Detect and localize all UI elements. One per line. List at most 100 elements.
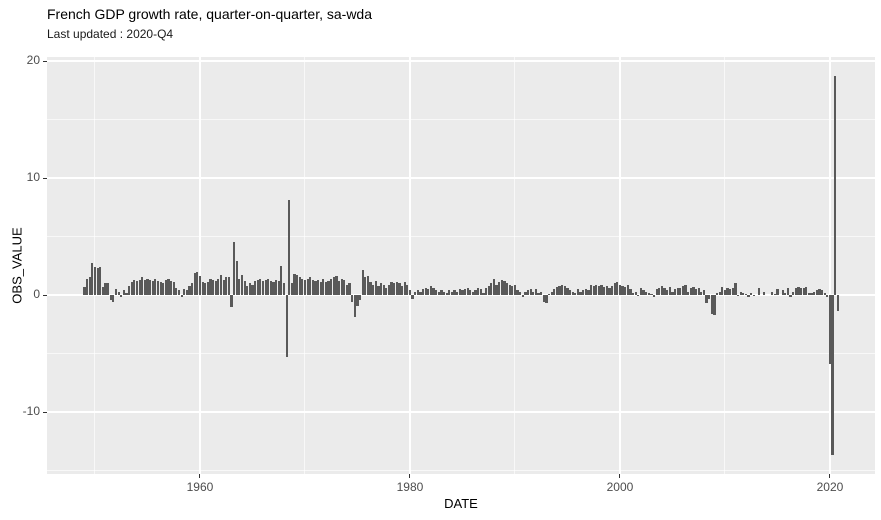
bar bbox=[729, 289, 732, 296]
bar bbox=[183, 289, 186, 296]
bar bbox=[592, 285, 595, 296]
bar bbox=[272, 282, 275, 296]
bar bbox=[206, 282, 209, 296]
bar bbox=[797, 286, 800, 296]
bar bbox=[584, 289, 587, 296]
bar bbox=[149, 279, 152, 296]
bar bbox=[757, 288, 761, 296]
bar bbox=[547, 293, 551, 296]
y-major-gridline bbox=[47, 411, 875, 413]
bar bbox=[141, 277, 144, 296]
bar bbox=[739, 291, 742, 296]
bar bbox=[487, 285, 490, 296]
bar bbox=[387, 284, 391, 296]
bar bbox=[673, 289, 677, 296]
bar bbox=[810, 292, 813, 296]
bar bbox=[293, 273, 296, 296]
bar bbox=[277, 280, 280, 296]
bar bbox=[826, 295, 829, 298]
bar bbox=[776, 289, 779, 296]
bar bbox=[419, 291, 422, 296]
y-major-gridline bbox=[47, 60, 875, 62]
bar bbox=[96, 268, 99, 296]
bar bbox=[343, 279, 346, 296]
bar bbox=[726, 288, 729, 296]
bar bbox=[219, 275, 223, 296]
bar bbox=[366, 276, 370, 296]
bar bbox=[296, 275, 299, 296]
bar bbox=[358, 295, 362, 300]
bar bbox=[364, 277, 367, 296]
bar bbox=[731, 288, 734, 296]
bar bbox=[429, 285, 433, 296]
bar bbox=[771, 291, 774, 296]
bar bbox=[563, 285, 566, 296]
bar bbox=[773, 293, 776, 296]
bar bbox=[532, 291, 535, 296]
bar bbox=[214, 280, 217, 296]
bar bbox=[382, 284, 385, 296]
bar bbox=[718, 291, 721, 296]
bar bbox=[83, 286, 86, 296]
bar bbox=[734, 283, 737, 296]
bar bbox=[815, 290, 818, 296]
bar bbox=[146, 278, 149, 296]
bar bbox=[818, 289, 821, 296]
bar bbox=[834, 76, 837, 296]
bar bbox=[319, 282, 322, 296]
bar bbox=[503, 280, 506, 296]
bar bbox=[723, 290, 727, 296]
bar bbox=[285, 295, 288, 358]
bar bbox=[807, 292, 811, 296]
bar bbox=[385, 288, 388, 296]
bar bbox=[666, 290, 669, 296]
bar bbox=[427, 289, 430, 296]
bar bbox=[154, 278, 157, 296]
bar bbox=[351, 295, 354, 303]
bar bbox=[424, 288, 427, 296]
bar bbox=[442, 291, 446, 296]
bar bbox=[744, 293, 748, 296]
bar bbox=[763, 291, 766, 296]
bar bbox=[637, 295, 640, 297]
bar bbox=[390, 282, 393, 296]
bar bbox=[687, 291, 690, 296]
x-tick-mark bbox=[829, 474, 831, 478]
bar bbox=[109, 295, 112, 300]
bar bbox=[416, 290, 419, 296]
x-major-gridline bbox=[619, 57, 621, 474]
bar bbox=[529, 289, 532, 296]
bar bbox=[235, 261, 238, 296]
bar bbox=[314, 280, 317, 296]
bar bbox=[805, 286, 808, 296]
bar bbox=[393, 283, 396, 296]
bar bbox=[217, 278, 220, 296]
bar bbox=[802, 288, 805, 296]
bar bbox=[792, 291, 795, 296]
bar bbox=[240, 275, 244, 296]
bar bbox=[322, 278, 325, 296]
bar bbox=[458, 289, 461, 296]
x-minor-gridline bbox=[724, 57, 726, 474]
bar bbox=[747, 295, 750, 298]
bar bbox=[781, 290, 784, 296]
bar bbox=[414, 291, 417, 296]
bar bbox=[477, 288, 480, 296]
bar bbox=[650, 293, 653, 296]
bar bbox=[267, 278, 270, 296]
bar bbox=[576, 289, 580, 296]
bar bbox=[561, 284, 564, 296]
x-tick-mark bbox=[199, 474, 201, 478]
bar bbox=[448, 290, 451, 296]
bar bbox=[558, 285, 561, 296]
bar bbox=[135, 280, 139, 296]
bar bbox=[437, 291, 440, 296]
bar bbox=[658, 288, 661, 296]
chart-title: French GDP growth rate, quarter-on-quart… bbox=[47, 6, 373, 22]
bar bbox=[122, 290, 125, 296]
bar bbox=[700, 291, 703, 296]
bar bbox=[750, 292, 753, 296]
bar bbox=[112, 295, 115, 303]
bar bbox=[542, 295, 545, 303]
bar bbox=[626, 284, 629, 296]
